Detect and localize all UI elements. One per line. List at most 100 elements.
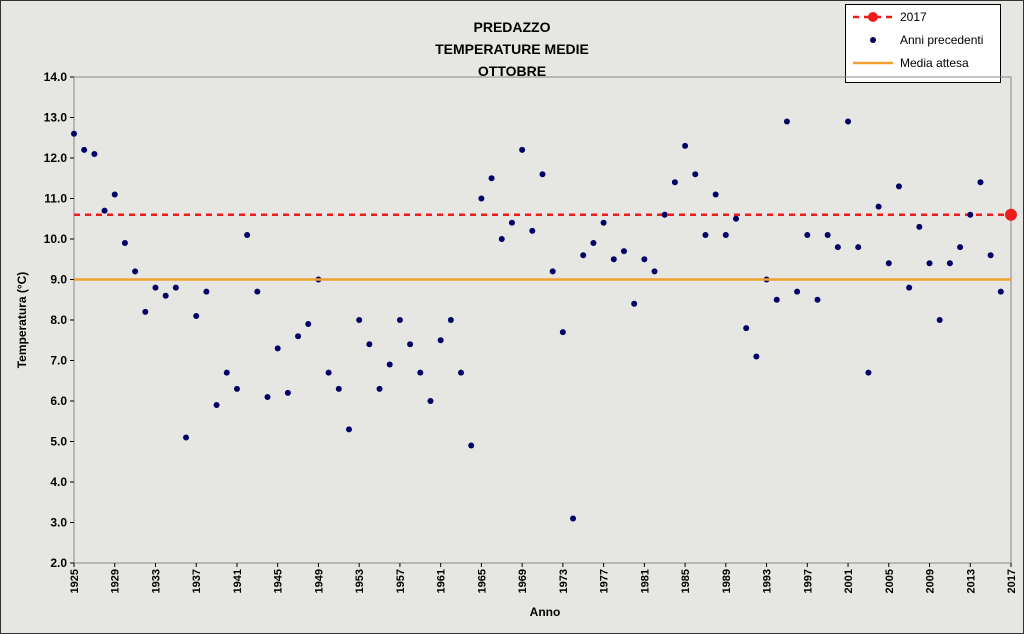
point bbox=[468, 442, 475, 449]
legend-label: 2017 bbox=[900, 10, 927, 24]
x-tick-label: 2017 bbox=[1006, 569, 1018, 593]
point bbox=[417, 369, 424, 376]
point bbox=[692, 171, 699, 178]
y-tick-label: 10.0 bbox=[44, 232, 68, 246]
point bbox=[549, 268, 556, 275]
point bbox=[885, 260, 892, 267]
y-tick-label: 12.0 bbox=[44, 151, 68, 165]
point bbox=[620, 248, 627, 255]
point bbox=[264, 393, 271, 400]
point bbox=[305, 321, 312, 328]
y-tick-label: 9.0 bbox=[50, 273, 67, 287]
point bbox=[651, 268, 658, 275]
x-tick-label: 1993 bbox=[762, 569, 774, 593]
point bbox=[335, 385, 342, 392]
point bbox=[794, 288, 801, 295]
point bbox=[804, 231, 811, 238]
x-tick-label: 1929 bbox=[110, 569, 122, 593]
point bbox=[783, 118, 790, 125]
point bbox=[895, 183, 902, 190]
point bbox=[661, 211, 668, 218]
point bbox=[926, 260, 933, 267]
x-tick-label: 1969 bbox=[517, 569, 529, 593]
y-tick-label: 4.0 bbox=[50, 475, 67, 489]
point bbox=[590, 240, 597, 247]
point bbox=[539, 171, 546, 178]
point bbox=[834, 244, 841, 251]
point bbox=[875, 203, 882, 210]
point bbox=[396, 317, 403, 323]
legend-label: Anni precedenti bbox=[900, 33, 983, 47]
point bbox=[712, 191, 719, 198]
point bbox=[427, 398, 434, 404]
x-tick-label: 1997 bbox=[802, 569, 814, 593]
point bbox=[223, 369, 230, 376]
y-tick-label: 8.0 bbox=[50, 313, 67, 327]
point bbox=[997, 288, 1004, 295]
point bbox=[172, 284, 179, 291]
point bbox=[977, 179, 984, 186]
x-tick-label: 1989 bbox=[721, 569, 733, 593]
x-tick-label: 1981 bbox=[639, 569, 651, 593]
point bbox=[101, 207, 108, 214]
point bbox=[81, 146, 88, 153]
point bbox=[71, 130, 77, 137]
point bbox=[325, 369, 332, 376]
point bbox=[682, 142, 689, 149]
x-tick-label: 1957 bbox=[395, 569, 407, 593]
y-tick-label: 3.0 bbox=[50, 516, 67, 530]
point bbox=[447, 317, 454, 323]
x-tick-label: 1961 bbox=[436, 569, 448, 593]
point bbox=[845, 118, 852, 125]
x-axis-title: Anno bbox=[530, 605, 561, 619]
point bbox=[407, 341, 414, 348]
point bbox=[946, 260, 953, 267]
point bbox=[213, 402, 220, 409]
x-tick-label: 2001 bbox=[843, 569, 855, 593]
point bbox=[295, 333, 302, 340]
chart-title: OTTOBRE bbox=[478, 63, 546, 79]
x-tick-label: 1965 bbox=[476, 569, 488, 593]
point bbox=[193, 312, 200, 319]
point bbox=[600, 219, 607, 226]
y-tick-label: 6.0 bbox=[50, 394, 67, 408]
point bbox=[641, 256, 648, 263]
x-tick-label: 1949 bbox=[313, 569, 325, 593]
legend-label: Media attesa bbox=[900, 56, 969, 70]
point bbox=[570, 515, 577, 522]
point bbox=[162, 292, 169, 299]
point bbox=[702, 231, 709, 238]
point bbox=[631, 300, 638, 307]
point bbox=[345, 426, 352, 433]
x-tick-label: 1953 bbox=[354, 569, 366, 593]
point bbox=[366, 341, 373, 348]
x-tick-label: 1933 bbox=[150, 569, 162, 593]
point bbox=[987, 252, 994, 259]
point bbox=[671, 179, 678, 186]
point bbox=[814, 296, 821, 303]
y-tick-label: 5.0 bbox=[50, 435, 67, 449]
x-tick-label: 1973 bbox=[558, 569, 570, 593]
y-tick-label: 11.0 bbox=[44, 192, 67, 206]
point bbox=[203, 288, 210, 295]
point bbox=[610, 256, 617, 263]
point bbox=[498, 236, 505, 242]
point bbox=[91, 150, 98, 157]
point bbox=[580, 252, 587, 259]
point bbox=[376, 385, 383, 392]
y-axis-title: Temperatura (°C) bbox=[15, 272, 29, 369]
point bbox=[132, 268, 139, 275]
chart-title: TEMPERATURE MEDIE bbox=[435, 41, 589, 57]
point bbox=[152, 284, 159, 291]
x-tick-label: 2009 bbox=[925, 569, 937, 593]
point bbox=[916, 223, 923, 230]
point bbox=[183, 434, 190, 441]
point bbox=[142, 308, 149, 315]
point bbox=[529, 227, 536, 234]
x-tick-label: 2013 bbox=[965, 569, 977, 593]
x-tick-label: 1941 bbox=[232, 569, 244, 593]
point bbox=[753, 353, 760, 360]
x-tick-label: 1925 bbox=[69, 569, 81, 593]
point bbox=[743, 325, 750, 332]
